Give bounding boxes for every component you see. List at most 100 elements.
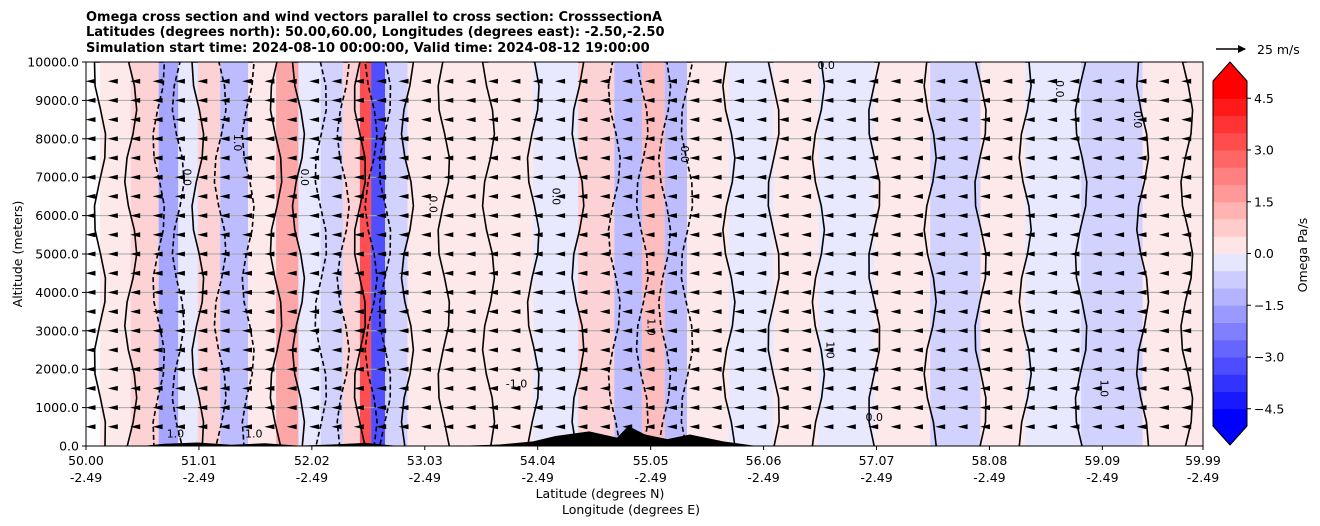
wind-vector — [711, 251, 722, 257]
wind-vector — [532, 309, 543, 315]
colorbar-swatch — [1213, 391, 1247, 410]
wind-vector — [845, 117, 856, 123]
wind-vector — [957, 155, 968, 161]
wind-vector — [1069, 385, 1080, 391]
wind-vector — [868, 97, 879, 103]
contour-line — [1135, 62, 1150, 446]
wind-vector — [1136, 328, 1147, 334]
wind-vector — [398, 117, 409, 123]
wind-vector — [599, 309, 610, 315]
wind-vector — [1114, 155, 1125, 161]
wind-vector — [1047, 309, 1058, 315]
wind-vector — [689, 366, 700, 372]
wind-vector — [264, 270, 275, 276]
wind-vector — [443, 405, 454, 411]
wind-vector — [845, 424, 856, 430]
wind-vector — [130, 174, 141, 180]
colorbar-swatch — [1213, 270, 1247, 289]
wind-vector — [980, 117, 990, 123]
wind-vector — [197, 117, 208, 123]
wind-vector — [845, 193, 856, 199]
wind-vector — [152, 174, 163, 180]
wind-vector — [443, 385, 454, 391]
wind-vector — [1181, 155, 1192, 161]
wind-vector — [1114, 289, 1125, 295]
wind-vector — [912, 385, 923, 391]
wind-vector — [264, 174, 275, 180]
wind-vector — [1158, 155, 1169, 161]
x-tick-label-lat: 58.08 — [972, 453, 1008, 468]
wind-vector — [734, 424, 744, 430]
wind-vector — [1024, 270, 1035, 276]
y-tick-label: 6000.0 — [35, 208, 79, 223]
contour-line — [974, 62, 987, 446]
wind-vector — [622, 328, 633, 334]
wind-vector — [599, 232, 610, 238]
wind-vector — [1114, 232, 1125, 238]
wind-vector — [130, 193, 141, 199]
wind-vector — [1069, 232, 1080, 238]
wind-vector — [465, 405, 476, 411]
wind-vector — [868, 328, 879, 334]
wind-vector — [689, 251, 700, 257]
wind-vector — [935, 405, 946, 411]
wind-vector — [219, 97, 230, 103]
wind-vector — [666, 289, 677, 295]
wind-vector — [644, 232, 655, 238]
wind-vector — [376, 251, 387, 257]
colorbar-swatch — [1213, 219, 1247, 237]
x-tick-label-lon: -2.49 — [296, 470, 328, 485]
wind-vector — [1114, 328, 1125, 334]
wind-vector — [242, 366, 252, 372]
wind-vector — [734, 213, 744, 219]
wind-vector — [823, 174, 834, 180]
wind-vector — [644, 309, 655, 315]
contour-line — [93, 62, 107, 446]
x-tick-label-lat: 55.05 — [633, 453, 669, 468]
x-tick-label-lat: 56.06 — [746, 453, 782, 468]
wind-vector — [331, 424, 342, 430]
wind-vector — [197, 97, 208, 103]
wind-vector — [1158, 232, 1169, 238]
wind-vector — [309, 289, 320, 295]
wind-vector — [599, 328, 610, 334]
wind-vector — [532, 193, 543, 199]
wind-vector — [980, 155, 990, 161]
wind-vector — [1181, 78, 1192, 84]
wind-vector — [242, 289, 252, 295]
wind-vector — [174, 213, 185, 219]
wind-vector — [801, 97, 812, 103]
wind-vector — [1114, 174, 1125, 180]
colorbar-extend-bottom — [1213, 426, 1247, 445]
colorbar-swatch — [1213, 201, 1247, 220]
wind-vector — [1091, 366, 1102, 372]
wind-vector — [622, 232, 633, 238]
wind-vector — [689, 213, 700, 219]
wind-vector — [488, 193, 498, 199]
wind-vector — [420, 289, 431, 295]
wind-vector — [353, 213, 364, 219]
wind-vector — [309, 270, 320, 276]
wind-vector — [1181, 97, 1192, 103]
wind-vector — [510, 270, 521, 276]
wind-vector — [1158, 270, 1169, 276]
wind-vector — [1002, 251, 1013, 257]
wind-vector — [86, 193, 96, 199]
wind-vector — [264, 251, 275, 257]
wind-vector — [599, 251, 610, 257]
wind-vector — [286, 289, 297, 295]
wind-vector — [801, 347, 812, 353]
wind-vector — [331, 347, 342, 353]
wind-vector — [734, 251, 744, 257]
wind-vector — [353, 232, 364, 238]
wind-vector — [1158, 424, 1169, 430]
wind-vector — [219, 309, 230, 315]
wind-vector — [734, 405, 744, 411]
x-tick-label-lat: 50.00 — [68, 453, 104, 468]
wind-vector — [756, 174, 767, 180]
wind-vector — [264, 366, 275, 372]
wind-vector — [286, 136, 297, 142]
wind-vector — [398, 385, 409, 391]
wind-vector — [1181, 309, 1192, 315]
